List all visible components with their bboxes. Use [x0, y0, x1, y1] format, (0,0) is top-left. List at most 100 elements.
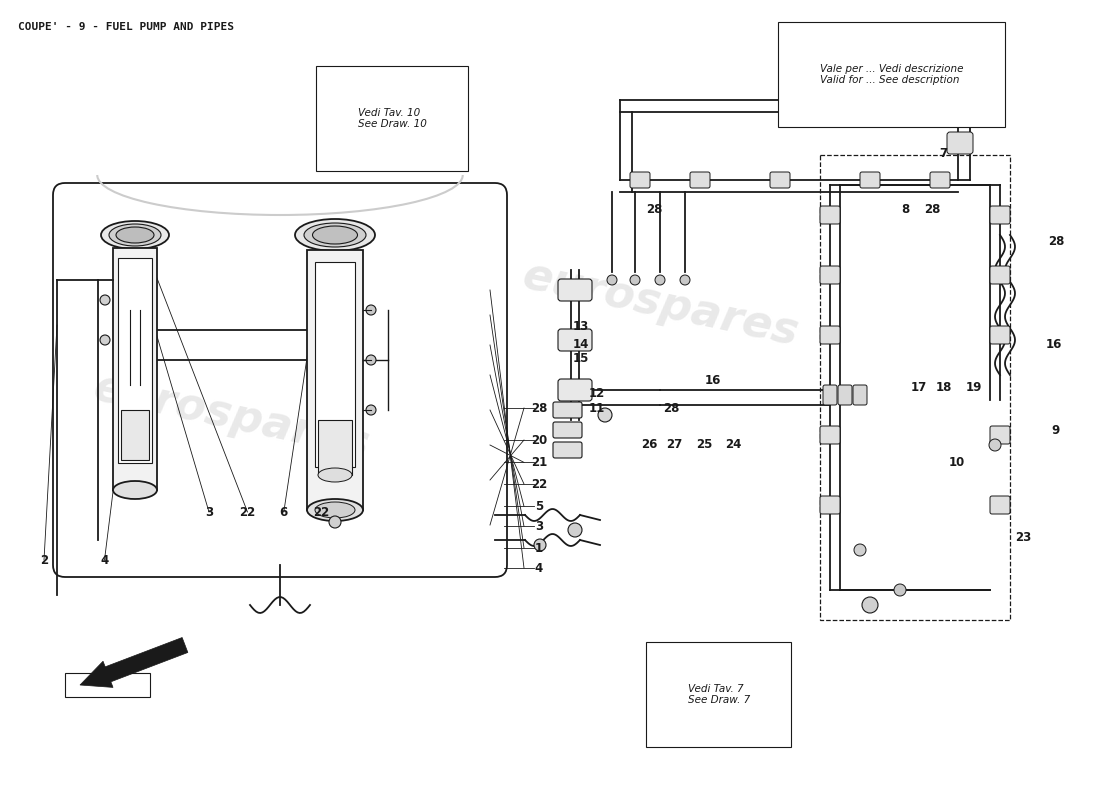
Text: 28: 28 [531, 402, 547, 414]
Text: 22: 22 [240, 506, 255, 518]
Ellipse shape [101, 221, 169, 249]
Ellipse shape [315, 502, 355, 518]
Text: 28: 28 [925, 203, 940, 216]
FancyBboxPatch shape [990, 496, 1010, 514]
Bar [118, 258, 152, 463]
Text: 7: 7 [939, 147, 948, 160]
Text: 3: 3 [205, 506, 213, 518]
Text: Vedi Tav. 7
See Draw. 7: Vedi Tav. 7 See Draw. 7 [688, 683, 750, 706]
Text: 22: 22 [314, 506, 329, 518]
Text: 11: 11 [590, 402, 605, 414]
Bar [315, 262, 355, 467]
FancyBboxPatch shape [820, 496, 840, 514]
Text: 4: 4 [100, 554, 109, 566]
Circle shape [534, 539, 546, 551]
Ellipse shape [109, 224, 161, 246]
Text: 26: 26 [641, 438, 657, 451]
Bar [65, 673, 150, 697]
Bar [113, 248, 157, 490]
Text: Vale per ... Vedi descrizione
Valid for ... See description: Vale per ... Vedi descrizione Valid for … [820, 64, 962, 85]
Circle shape [654, 275, 666, 285]
Ellipse shape [318, 468, 352, 482]
Text: 16: 16 [1046, 338, 1062, 350]
FancyBboxPatch shape [820, 326, 840, 344]
FancyBboxPatch shape [820, 426, 840, 444]
Circle shape [989, 439, 1001, 451]
Text: 17: 17 [911, 381, 926, 394]
Bar [820, 155, 1010, 620]
Text: 3: 3 [535, 520, 543, 533]
Ellipse shape [113, 481, 157, 499]
FancyBboxPatch shape [860, 172, 880, 188]
Text: 9: 9 [1052, 424, 1060, 437]
Text: 27: 27 [667, 438, 682, 451]
Circle shape [329, 516, 341, 528]
Text: Vedi Tav. 10
See Draw. 10: Vedi Tav. 10 See Draw. 10 [358, 108, 427, 129]
Text: 8: 8 [901, 203, 910, 216]
FancyBboxPatch shape [930, 172, 950, 188]
Ellipse shape [116, 227, 154, 243]
Text: 25: 25 [696, 438, 712, 451]
Circle shape [854, 544, 866, 556]
FancyBboxPatch shape [947, 132, 974, 154]
Ellipse shape [307, 499, 363, 521]
Text: 10: 10 [949, 456, 965, 469]
FancyBboxPatch shape [820, 266, 840, 284]
Text: 18: 18 [936, 381, 952, 394]
Text: 5: 5 [535, 500, 543, 513]
Ellipse shape [312, 226, 358, 244]
Bar [121, 410, 148, 460]
Text: 13: 13 [573, 320, 588, 333]
FancyBboxPatch shape [838, 385, 853, 405]
Ellipse shape [295, 219, 375, 251]
Circle shape [630, 275, 640, 285]
Text: 16: 16 [705, 374, 720, 387]
Text: eurospares: eurospares [89, 366, 373, 466]
Text: 15: 15 [573, 352, 588, 365]
FancyBboxPatch shape [823, 385, 837, 405]
FancyBboxPatch shape [990, 206, 1010, 224]
FancyBboxPatch shape [690, 172, 710, 188]
Text: 20: 20 [531, 434, 547, 446]
Text: 28: 28 [1048, 235, 1064, 248]
Text: 6: 6 [279, 506, 288, 518]
FancyBboxPatch shape [553, 442, 582, 458]
FancyBboxPatch shape [553, 422, 582, 438]
FancyBboxPatch shape [558, 379, 592, 401]
Text: 4: 4 [535, 562, 543, 574]
Text: 12: 12 [590, 387, 605, 400]
Circle shape [366, 305, 376, 315]
Circle shape [568, 523, 582, 537]
FancyBboxPatch shape [630, 172, 650, 188]
Text: 2: 2 [40, 554, 48, 566]
FancyBboxPatch shape [558, 329, 592, 351]
Text: 1: 1 [535, 542, 543, 554]
Circle shape [894, 584, 906, 596]
Circle shape [366, 355, 376, 365]
FancyArrow shape [80, 638, 188, 687]
Circle shape [100, 295, 110, 305]
Circle shape [607, 275, 617, 285]
Circle shape [598, 408, 612, 422]
Text: 21: 21 [531, 456, 547, 469]
Text: 28: 28 [663, 402, 679, 414]
Text: 14: 14 [573, 338, 588, 350]
Bar [318, 420, 352, 475]
FancyBboxPatch shape [990, 266, 1010, 284]
FancyBboxPatch shape [553, 402, 582, 418]
FancyBboxPatch shape [990, 326, 1010, 344]
Text: 22: 22 [531, 478, 547, 490]
Text: 24: 24 [726, 438, 741, 451]
FancyBboxPatch shape [53, 183, 507, 577]
Circle shape [680, 275, 690, 285]
Text: COUPE' - 9 - FUEL PUMP AND PIPES: COUPE' - 9 - FUEL PUMP AND PIPES [18, 22, 234, 32]
Text: eurospares: eurospares [518, 254, 802, 354]
FancyBboxPatch shape [852, 385, 867, 405]
Text: 23: 23 [1015, 531, 1031, 544]
Circle shape [100, 335, 110, 345]
Circle shape [862, 597, 878, 613]
Ellipse shape [304, 223, 366, 247]
FancyBboxPatch shape [770, 172, 790, 188]
Text: 19: 19 [966, 381, 981, 394]
Circle shape [366, 405, 376, 415]
